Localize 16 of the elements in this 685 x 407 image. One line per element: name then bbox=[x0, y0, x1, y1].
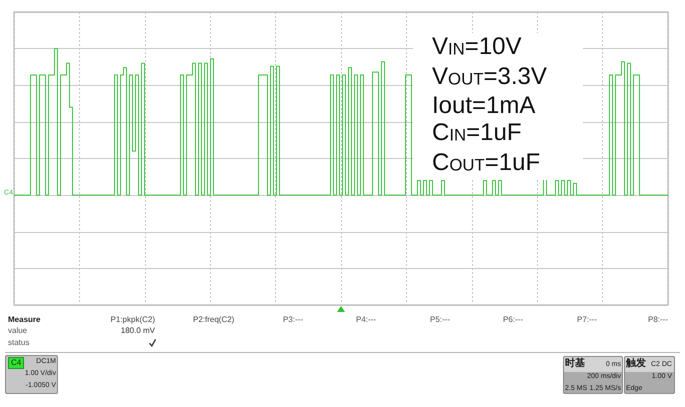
text: P1:pkpk(C2) bbox=[110, 315, 155, 325]
text: P4:--- bbox=[356, 315, 376, 325]
text: 时基 bbox=[565, 358, 585, 370]
text: C4 bbox=[8, 357, 24, 369]
text: 180.0 mV bbox=[120, 326, 155, 336]
text: value bbox=[8, 326, 28, 336]
text: P5:--- bbox=[430, 315, 450, 325]
annotation: Iout=1mA bbox=[431, 92, 536, 119]
text: P8:--- bbox=[648, 315, 668, 325]
text: 触发 bbox=[626, 358, 646, 370]
text: Measure bbox=[8, 315, 40, 325]
text: P6:--- bbox=[503, 315, 523, 325]
text: status bbox=[8, 338, 30, 348]
text: P2:freq(C2) bbox=[193, 315, 234, 325]
text: P7:--- bbox=[577, 315, 597, 325]
text: P3:--- bbox=[283, 315, 303, 325]
